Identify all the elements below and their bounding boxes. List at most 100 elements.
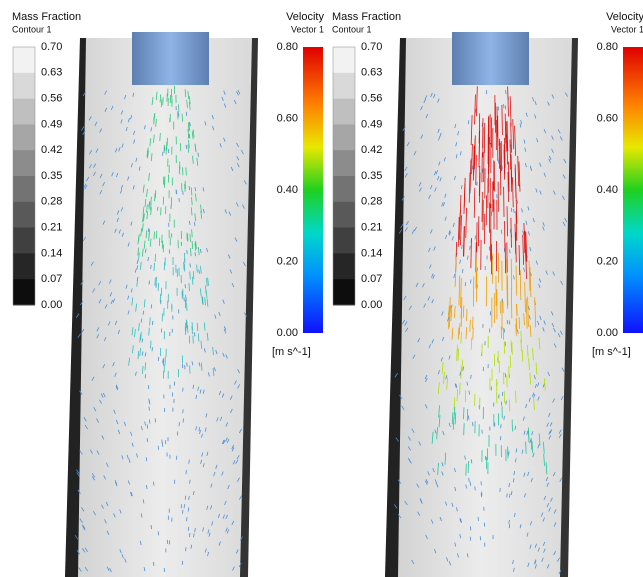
jet-vector (506, 120, 509, 151)
vector (553, 328, 556, 333)
vector (76, 469, 80, 474)
vector (194, 528, 196, 533)
legend-tick-label: 0.20 (277, 255, 298, 267)
jet-vector (527, 296, 529, 327)
vector (95, 148, 99, 153)
vector (127, 176, 130, 181)
vector (468, 390, 470, 395)
vector (187, 526, 190, 531)
vector (559, 330, 563, 335)
jet-vector (526, 344, 529, 358)
vector (454, 467, 456, 473)
vector (534, 383, 537, 389)
vector (221, 439, 225, 445)
jet-vector (529, 372, 532, 385)
legend-tick-label: 0.70 (361, 41, 382, 53)
vector (528, 397, 531, 402)
vector (444, 234, 448, 240)
vector (212, 126, 215, 131)
vector (451, 236, 454, 241)
jet-vector (470, 238, 472, 269)
jet-vector (148, 327, 150, 336)
vector (221, 471, 224, 476)
vector (546, 422, 549, 427)
vector (236, 454, 240, 460)
jet-vector (145, 230, 148, 239)
vector (237, 384, 241, 389)
legend-unit: [m s^-1] (592, 346, 631, 358)
legend-band (13, 72, 35, 100)
vector-field (74, 89, 247, 573)
vector (114, 320, 118, 326)
jet-vector (188, 139, 190, 149)
vector (204, 427, 207, 432)
jet-vector (525, 441, 527, 454)
vector (537, 396, 540, 401)
vector (219, 143, 222, 148)
vector (469, 189, 471, 194)
jet-vector (155, 118, 157, 127)
vector (434, 429, 437, 434)
jet-vector (154, 193, 156, 202)
vector (543, 320, 546, 325)
vector (96, 418, 100, 423)
vector (232, 460, 236, 465)
jet-vector (200, 210, 203, 219)
jet-vector (509, 96, 512, 127)
legend-subtitle: Contour 1 (12, 24, 52, 34)
vector (537, 444, 540, 449)
jet-vector (438, 415, 441, 428)
legend-bar-frame (332, 46, 356, 306)
vector (444, 216, 447, 221)
vector (235, 459, 239, 465)
vector (130, 491, 133, 496)
vector (193, 332, 196, 337)
jet-vector (454, 412, 457, 425)
vector (538, 278, 542, 283)
jet-vector (465, 207, 467, 238)
legend-tick-label: 0.00 (277, 327, 298, 339)
nozzle (132, 32, 209, 85)
legend-band (13, 253, 35, 280)
vector (558, 569, 562, 575)
vector (201, 452, 204, 457)
vector (93, 510, 97, 516)
vector (552, 471, 556, 477)
vector (547, 101, 550, 106)
vector (208, 532, 211, 537)
vector (542, 541, 546, 547)
jet-vector (139, 334, 141, 343)
jet-vector (184, 89, 187, 98)
vector (424, 404, 428, 409)
jet-vector (197, 247, 200, 256)
vector (448, 422, 451, 427)
vector (397, 479, 402, 484)
jet-vector (517, 155, 520, 186)
vector (146, 424, 149, 429)
legend-subtitle: Vector 1 (611, 24, 643, 34)
vector (523, 472, 526, 477)
vector (549, 429, 553, 434)
vector (553, 190, 556, 195)
vector (193, 533, 195, 538)
vector (553, 509, 557, 514)
vector (195, 426, 197, 431)
vector (407, 436, 412, 441)
vector (519, 123, 522, 128)
jet-vector (461, 359, 463, 372)
vector (519, 524, 522, 529)
jet-vector (142, 214, 144, 223)
jet-vector (192, 129, 195, 138)
vector (454, 542, 457, 547)
jet-vector (205, 278, 208, 287)
vector (513, 567, 515, 572)
vector (465, 484, 467, 489)
vector (457, 131, 459, 136)
jet-vector (545, 462, 548, 475)
vector (551, 148, 554, 154)
vector (79, 518, 83, 523)
vector (101, 504, 104, 509)
vector (542, 383, 545, 388)
vector (202, 463, 205, 468)
